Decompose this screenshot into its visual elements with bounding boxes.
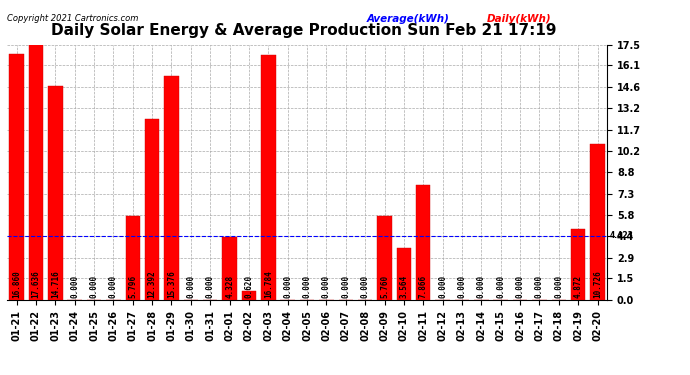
Text: 0.000: 0.000 — [322, 275, 331, 298]
Text: 7.866: 7.866 — [419, 275, 428, 298]
Text: 0.000: 0.000 — [457, 275, 466, 298]
Text: Copyright 2021 Cartronics.com: Copyright 2021 Cartronics.com — [7, 14, 138, 23]
Text: 0.000: 0.000 — [438, 275, 447, 298]
Bar — [29, 43, 43, 300]
Bar — [164, 76, 179, 300]
Text: 0.000: 0.000 — [342, 275, 351, 298]
Text: 0.000: 0.000 — [477, 275, 486, 298]
Text: 0.000: 0.000 — [70, 275, 79, 298]
Text: 0.000: 0.000 — [186, 275, 195, 298]
Text: 5.796: 5.796 — [128, 275, 137, 298]
Bar — [126, 216, 140, 300]
Text: 12.392: 12.392 — [148, 270, 157, 298]
Text: 0.000: 0.000 — [515, 275, 524, 298]
Text: 5.760: 5.760 — [380, 275, 389, 298]
Text: 10.726: 10.726 — [593, 270, 602, 298]
Bar — [397, 248, 411, 300]
Text: 16.860: 16.860 — [12, 270, 21, 298]
Text: Daily Solar Energy & Average Production Sun Feb 21 17:19: Daily Solar Energy & Average Production … — [51, 22, 556, 38]
Text: 0.000: 0.000 — [361, 275, 370, 298]
Text: 0.000: 0.000 — [206, 275, 215, 298]
Text: 14.716: 14.716 — [51, 270, 60, 298]
Bar — [48, 86, 63, 300]
Bar — [145, 119, 159, 300]
Text: 0.000: 0.000 — [283, 275, 292, 298]
Text: 0.000: 0.000 — [496, 275, 505, 298]
Text: 4.872: 4.872 — [573, 275, 582, 298]
Bar — [571, 229, 585, 300]
Bar — [590, 144, 604, 300]
Bar — [416, 185, 431, 300]
Bar — [241, 291, 256, 300]
Text: 4.328: 4.328 — [225, 275, 234, 298]
Bar — [10, 54, 24, 300]
Text: 0.000: 0.000 — [535, 275, 544, 298]
Text: 17.636: 17.636 — [32, 270, 41, 298]
Bar — [222, 237, 237, 300]
Text: 3.564: 3.564 — [400, 275, 408, 298]
Text: Daily(kWh): Daily(kWh) — [487, 14, 552, 24]
Text: 0.000: 0.000 — [109, 275, 118, 298]
Text: Average(kWh): Average(kWh) — [367, 14, 450, 24]
Text: 0.000: 0.000 — [90, 275, 99, 298]
Text: 4.423: 4.423 — [610, 231, 634, 240]
Text: 15.376: 15.376 — [167, 270, 176, 298]
Bar — [377, 216, 392, 300]
Text: 0.000: 0.000 — [302, 275, 312, 298]
Text: 16.784: 16.784 — [264, 270, 273, 298]
Text: 0.000: 0.000 — [554, 275, 563, 298]
Text: 0.620: 0.620 — [244, 275, 253, 298]
Bar — [261, 56, 275, 300]
